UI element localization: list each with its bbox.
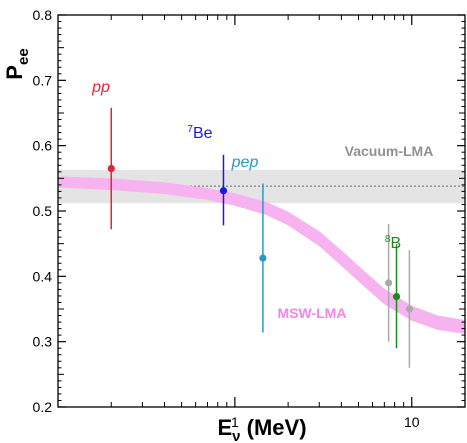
be7-data-point-0 xyxy=(219,187,228,195)
axis-ticks: 0.2 0.3 0.4 0.5 0.6 0.7 0.8 1 10 xyxy=(33,7,466,430)
x-axis-label-sub: ν xyxy=(232,428,240,443)
pep-data-point-0 xyxy=(259,254,267,262)
y-tick-label: 0.2 xyxy=(33,399,53,415)
msw-lma-label: MSW-LMA xyxy=(278,305,347,321)
y-axis-label-main: P xyxy=(2,65,27,80)
b8-data-point-0 xyxy=(392,292,401,301)
y-tick-label: 0.3 xyxy=(33,334,53,350)
b8-element: B xyxy=(390,235,401,252)
y-tick-label: 0.7 xyxy=(33,72,53,88)
x-axis-label-main: E xyxy=(217,415,232,440)
y-axis-label-sub: ee xyxy=(15,48,32,65)
b8-series-label: 8B xyxy=(385,234,401,252)
msw-lma-band xyxy=(58,176,465,334)
y-axis-label: Pee xyxy=(2,48,32,79)
b8-mass-number: 8 xyxy=(385,234,391,245)
y-tick-label: 0.5 xyxy=(33,203,53,219)
other-data-point-0 xyxy=(385,279,393,287)
pp-series-label: pp xyxy=(91,79,110,96)
x-tick-label: 10 xyxy=(404,414,420,430)
x-axis-label-unit: (MeV) xyxy=(241,415,307,440)
plot-area xyxy=(58,107,465,368)
plot-clipped-group xyxy=(58,107,465,368)
vacuum-lma-label: Vacuum-LMA xyxy=(345,143,434,159)
be7-element: Be xyxy=(193,125,213,142)
be7-mass-number: 7 xyxy=(187,124,193,135)
y-tick-label: 0.8 xyxy=(33,7,53,23)
pep-series-label: pep xyxy=(231,154,259,171)
be7-series-label: 7Be xyxy=(187,124,212,142)
y-tick-label: 0.4 xyxy=(33,268,53,284)
x-axis-label: Eν (MeV) xyxy=(217,415,306,443)
y-tick-label: 0.6 xyxy=(33,138,53,154)
x-tick-label: 1 xyxy=(231,414,239,430)
pp-data-point-0 xyxy=(107,164,115,173)
other-data-point-1 xyxy=(405,305,414,313)
